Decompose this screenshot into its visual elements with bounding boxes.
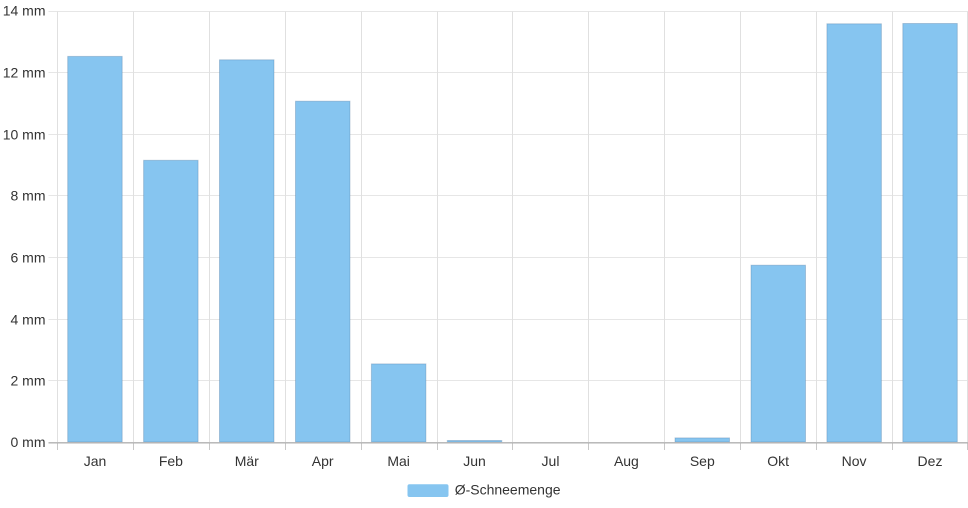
svg-text:Okt: Okt xyxy=(767,453,789,469)
svg-text:10 mm: 10 mm xyxy=(3,127,46,143)
svg-text:Dez: Dez xyxy=(918,453,943,469)
svg-text:8 mm: 8 mm xyxy=(11,188,46,204)
svg-text:Ø-Schneemenge: Ø-Schneemenge xyxy=(455,482,561,498)
svg-text:6 mm: 6 mm xyxy=(11,250,46,266)
svg-text:Feb: Feb xyxy=(159,453,183,469)
svg-text:Mär: Mär xyxy=(235,453,259,469)
svg-text:Apr: Apr xyxy=(312,453,334,469)
svg-text:2 mm: 2 mm xyxy=(11,373,46,389)
svg-text:Aug: Aug xyxy=(614,453,639,469)
svg-text:Mai: Mai xyxy=(387,453,410,469)
svg-text:0 mm: 0 mm xyxy=(11,434,46,450)
svg-text:Jul: Jul xyxy=(542,453,560,469)
svg-text:Nov: Nov xyxy=(842,453,867,469)
svg-text:14 mm: 14 mm xyxy=(3,3,46,19)
svg-text:Jun: Jun xyxy=(463,453,486,469)
svg-text:Sep: Sep xyxy=(690,453,715,469)
svg-text:Jan: Jan xyxy=(84,453,107,469)
svg-text:12 mm: 12 mm xyxy=(3,65,46,81)
svg-text:4 mm: 4 mm xyxy=(11,312,46,328)
